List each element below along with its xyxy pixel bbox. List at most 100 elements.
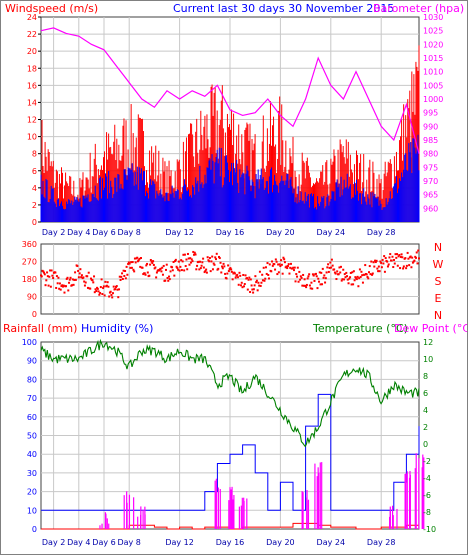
temperature-tick-label: 4 — [423, 406, 428, 415]
direction-point — [171, 266, 174, 269]
direction-point — [389, 253, 392, 256]
direction-point — [387, 263, 390, 266]
temperature-axis-title: Temperature (°C) — [312, 322, 408, 335]
direction-point — [343, 273, 346, 276]
direction-point — [343, 278, 346, 281]
direction-point — [327, 270, 330, 273]
direction-point — [308, 284, 311, 287]
direction-point — [237, 283, 240, 286]
rain-tick-label: 70 — [27, 394, 37, 403]
direction-point — [46, 271, 49, 274]
rain-tick-label: 100 — [22, 338, 37, 347]
direction-point — [287, 263, 290, 266]
direction-point — [380, 261, 383, 264]
direction-point — [368, 271, 371, 274]
direction-point — [325, 271, 328, 274]
direction-point — [182, 253, 185, 256]
day-tick-label: Day 28 — [367, 538, 396, 547]
humidity-axis-title: Humidity (%) — [81, 322, 153, 335]
direction-point — [136, 260, 139, 263]
direction-point — [121, 277, 124, 280]
direction-point — [401, 256, 404, 259]
barometer-tick-label: 1030 — [423, 13, 443, 22]
direction-point — [377, 265, 380, 268]
direction-point — [120, 275, 123, 278]
direction-point — [164, 279, 167, 282]
direction-point — [214, 256, 217, 259]
direction-point — [61, 284, 64, 287]
direction-point — [42, 270, 45, 273]
dewpoint-axis-title: Dew Point (°C) — [394, 322, 467, 335]
direction-point — [173, 274, 176, 277]
direction-point — [93, 291, 96, 294]
direction-point — [43, 273, 46, 276]
direction-point — [378, 270, 381, 273]
direction-point — [410, 266, 413, 269]
direction-point — [221, 265, 224, 268]
direction-point — [99, 286, 102, 289]
direction-point — [164, 268, 167, 271]
direction-point — [208, 260, 211, 263]
direction-point — [127, 261, 130, 264]
direction-tick-label: 270 — [22, 258, 37, 267]
direction-point — [199, 267, 202, 270]
direction-point — [174, 260, 177, 263]
wind-tick-label: 16 — [27, 81, 37, 90]
direction-point — [94, 288, 97, 291]
direction-point — [132, 268, 135, 271]
direction-point — [49, 269, 52, 272]
direction-point — [243, 283, 246, 286]
direction-point — [46, 275, 49, 278]
direction-point — [338, 266, 341, 269]
direction-point — [416, 262, 419, 265]
direction-point — [395, 256, 398, 259]
direction-point — [87, 271, 90, 274]
direction-point — [193, 251, 196, 254]
barometer-tick-label: 1005 — [423, 81, 443, 90]
direction-point — [144, 273, 147, 276]
direction-point — [322, 276, 325, 279]
direction-point — [271, 260, 274, 263]
direction-point — [318, 271, 321, 274]
direction-point — [116, 288, 119, 291]
direction-point — [91, 279, 94, 282]
direction-point — [283, 261, 286, 264]
direction-point — [105, 284, 108, 287]
direction-point — [280, 263, 283, 266]
direction-point — [47, 284, 50, 287]
direction-point — [109, 290, 112, 293]
direction-point — [280, 259, 283, 262]
direction-point — [364, 264, 367, 267]
direction-point — [103, 294, 106, 297]
direction-point — [399, 267, 402, 270]
direction-point — [84, 281, 87, 284]
direction-point — [243, 285, 246, 288]
direction-point — [361, 274, 364, 277]
direction-point — [51, 274, 54, 277]
direction-point — [265, 272, 268, 275]
direction-point — [261, 279, 264, 282]
direction-point — [115, 285, 118, 288]
direction-point — [373, 265, 376, 268]
wind-tick-label: 8 — [32, 150, 37, 159]
direction-point — [74, 271, 77, 274]
direction-point — [281, 272, 284, 275]
direction-point — [299, 275, 302, 278]
direction-point — [305, 286, 308, 289]
direction-point — [210, 260, 213, 263]
direction-point — [296, 266, 299, 269]
direction-point — [96, 286, 99, 289]
direction-point — [168, 278, 171, 281]
rain-tick-label: 30 — [27, 469, 37, 478]
temperature-y-ticks: -10 -8 -6 -4 -2 0 2 4 6 8 10 12 — [423, 338, 436, 534]
direction-point — [222, 262, 225, 265]
direction-point — [99, 291, 102, 294]
direction-point — [347, 282, 350, 285]
compass-label: E — [435, 292, 442, 305]
rain-tick-label: 10 — [27, 506, 37, 515]
wind-x-labels: Day 2 Day 4 Day 6 Day 8 Day 12 Day 16 Day 20 Da… — [42, 228, 396, 237]
wind-tick-label: 4 — [32, 184, 37, 193]
direction-point — [158, 269, 161, 272]
direction-point — [411, 256, 414, 259]
direction-point — [136, 256, 139, 259]
